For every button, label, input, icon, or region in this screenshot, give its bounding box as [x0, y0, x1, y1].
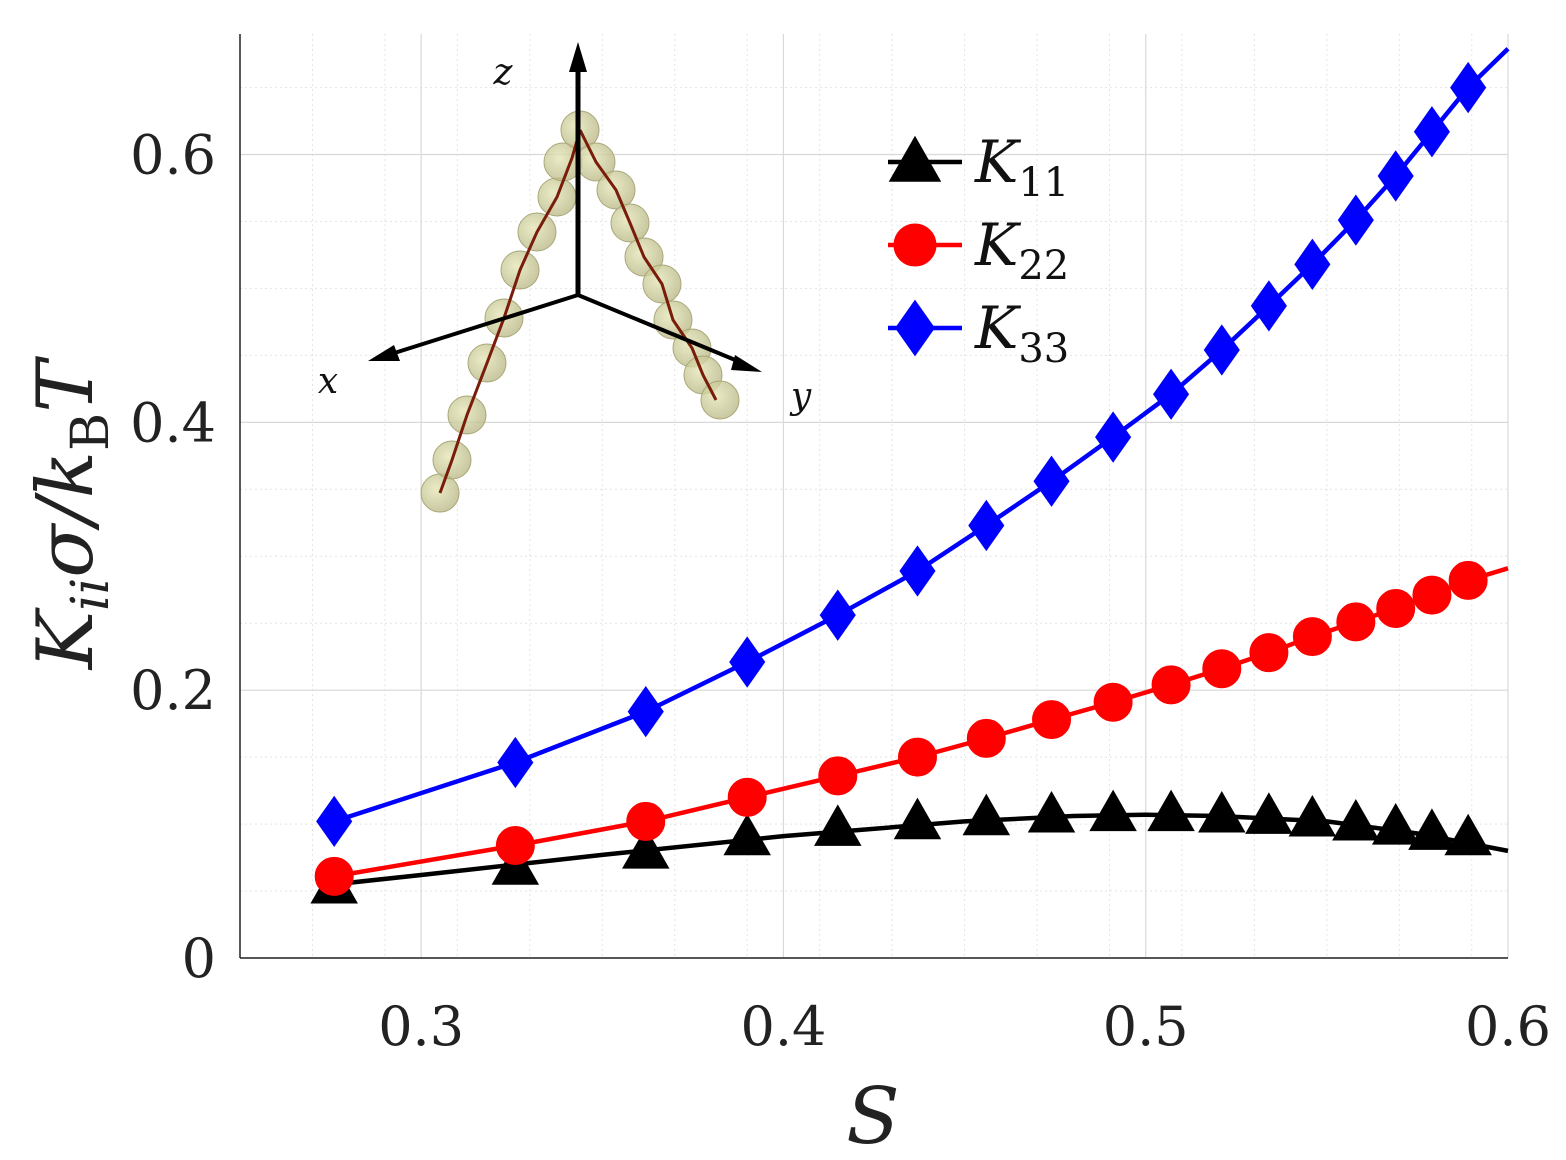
data-point-k11 — [1147, 789, 1195, 832]
y-tick-label: 0.4 — [130, 391, 216, 454]
data-point-k11 — [1245, 792, 1293, 834]
data-point-k22 — [1202, 649, 1242, 689]
data-point-k11 — [622, 827, 670, 869]
data-point-k22 — [495, 826, 535, 866]
data-point-k11 — [814, 804, 862, 846]
data-point-k11 — [1332, 798, 1380, 841]
data-point-k22 — [897, 737, 937, 777]
y-label-mid: σ/k — [21, 451, 111, 578]
data-point-k22 — [1412, 575, 1452, 615]
data-point-k22 — [1292, 617, 1332, 657]
data-point-k33 — [1033, 455, 1070, 507]
data-point-k22 — [1032, 700, 1072, 740]
data-point-k33 — [1095, 411, 1132, 463]
inset-y-label: y — [789, 376, 812, 417]
data-point-k33 — [1450, 61, 1487, 114]
data-point-k11 — [1027, 790, 1076, 833]
data-point-k22 — [1448, 560, 1488, 600]
inset-z-label: z — [493, 52, 514, 93]
data-point-k11 — [893, 797, 942, 840]
data-point-k33 — [627, 685, 664, 738]
data-point-k22 — [1376, 588, 1416, 628]
data-point-k11 — [1408, 808, 1456, 850]
legend-marker-k33 — [895, 299, 935, 357]
data-point-k22 — [1336, 602, 1376, 642]
y-label-sub2: B — [61, 413, 121, 451]
legend-marker-k22 — [893, 223, 937, 267]
inset-x-arrowhead — [368, 345, 400, 361]
data-point-k11 — [1198, 790, 1246, 833]
axes — [239, 34, 1508, 959]
data-point-k11 — [1444, 813, 1492, 856]
molecule-backbone-right — [578, 129, 718, 401]
data-point-k33 — [968, 499, 1005, 552]
data-point-k33 — [1250, 280, 1287, 332]
legend-label-k33: K33 — [974, 294, 1069, 372]
y-tick-label: 0.2 — [130, 659, 216, 722]
data-point-k33 — [1377, 150, 1414, 202]
legend-marker-k11 — [888, 135, 942, 182]
series-markers — [310, 61, 1492, 904]
data-point-k33 — [729, 636, 766, 688]
data-point-k33 — [1413, 106, 1450, 158]
data-point-k33 — [497, 736, 534, 789]
data-point-k22 — [1249, 633, 1289, 673]
data-point-k33 — [1337, 194, 1374, 246]
inset-z-arrowhead — [569, 42, 587, 72]
data-point-k33 — [1294, 238, 1331, 290]
tick-labels: 0.3 0.4 0.5 0.6 0 0.2 0.4 0.6 — [130, 124, 1551, 1058]
x-tick-label: 0.3 — [378, 995, 464, 1058]
data-point-k11 — [1371, 803, 1420, 845]
y-tick-label: 0.6 — [130, 124, 216, 187]
data-point-k22 — [1151, 665, 1191, 705]
y-axis-label: Kiiσ/kBT — [21, 356, 121, 672]
molecule-bead — [700, 380, 740, 420]
x-tick-label: 0.4 — [740, 995, 826, 1058]
data-point-k22 — [818, 756, 858, 796]
x-tick-label: 0.5 — [1103, 995, 1189, 1058]
legend-label-k11: K11 — [974, 128, 1069, 206]
data-point-k11 — [962, 793, 1011, 836]
y-label-main: K — [21, 606, 111, 671]
y-label-sub1: ii — [61, 578, 121, 611]
data-point-k11 — [1288, 794, 1337, 837]
data-point-k33 — [819, 589, 856, 641]
data-point-k22 — [314, 856, 354, 896]
data-point-k22 — [727, 777, 767, 817]
inset-molecule-illustration: z x y — [318, 42, 812, 513]
data-point-k33 — [1203, 324, 1240, 376]
inset-y-arrowhead — [731, 355, 762, 372]
data-point-k22 — [1093, 682, 1133, 722]
molecule-backbone-left — [438, 129, 582, 494]
legend-label-k22: K22 — [974, 211, 1069, 289]
data-point-k33 — [1153, 368, 1190, 420]
data-point-k22 — [626, 801, 666, 841]
data-point-k33 — [899, 545, 936, 597]
data-point-k11 — [1089, 789, 1137, 832]
inset-y-axis — [577, 293, 741, 364]
data-point-k11 — [723, 813, 771, 856]
x-tick-label: 0.6 — [1465, 995, 1551, 1058]
y-tick-label: 0 — [182, 927, 216, 990]
y-label-end: T — [21, 356, 111, 413]
data-point-k22 — [966, 718, 1006, 758]
x-axis-label: S — [846, 1072, 899, 1160]
inset-x-label: x — [318, 361, 338, 402]
inset-x-axis — [387, 293, 579, 357]
data-point-k33 — [316, 795, 353, 848]
